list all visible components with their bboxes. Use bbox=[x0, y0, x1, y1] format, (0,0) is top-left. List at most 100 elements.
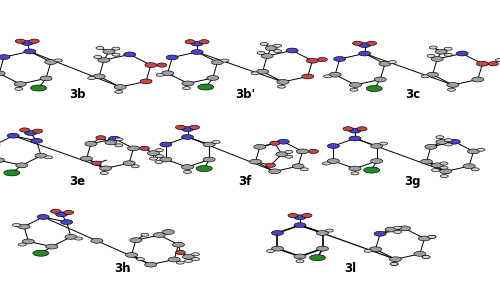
Ellipse shape bbox=[85, 141, 97, 146]
Ellipse shape bbox=[472, 168, 480, 171]
Ellipse shape bbox=[162, 230, 174, 234]
Text: 3h: 3h bbox=[114, 262, 131, 275]
Ellipse shape bbox=[94, 55, 102, 58]
Ellipse shape bbox=[266, 250, 274, 253]
Ellipse shape bbox=[157, 63, 167, 67]
Ellipse shape bbox=[463, 164, 475, 169]
Ellipse shape bbox=[126, 253, 138, 257]
Ellipse shape bbox=[296, 260, 304, 263]
Ellipse shape bbox=[316, 246, 328, 251]
Ellipse shape bbox=[140, 146, 149, 150]
Ellipse shape bbox=[316, 231, 328, 235]
Ellipse shape bbox=[12, 223, 20, 226]
Ellipse shape bbox=[270, 141, 280, 145]
Ellipse shape bbox=[18, 224, 30, 229]
Ellipse shape bbox=[374, 231, 386, 236]
Ellipse shape bbox=[100, 172, 108, 175]
Ellipse shape bbox=[318, 57, 328, 62]
Ellipse shape bbox=[14, 82, 26, 86]
Ellipse shape bbox=[112, 53, 120, 56]
Ellipse shape bbox=[60, 220, 72, 225]
Ellipse shape bbox=[207, 76, 219, 80]
Ellipse shape bbox=[44, 156, 52, 159]
Ellipse shape bbox=[432, 169, 440, 172]
Ellipse shape bbox=[4, 170, 20, 176]
Ellipse shape bbox=[91, 238, 103, 243]
Ellipse shape bbox=[132, 165, 140, 168]
Ellipse shape bbox=[370, 159, 382, 163]
Ellipse shape bbox=[286, 48, 298, 53]
Ellipse shape bbox=[440, 162, 448, 165]
Ellipse shape bbox=[306, 58, 318, 63]
Ellipse shape bbox=[420, 159, 432, 164]
Ellipse shape bbox=[308, 149, 318, 154]
Ellipse shape bbox=[16, 163, 28, 168]
Ellipse shape bbox=[328, 144, 340, 148]
Ellipse shape bbox=[357, 127, 367, 131]
Ellipse shape bbox=[37, 215, 49, 219]
Ellipse shape bbox=[199, 40, 209, 44]
Ellipse shape bbox=[182, 135, 194, 139]
Ellipse shape bbox=[203, 157, 215, 162]
Ellipse shape bbox=[33, 250, 49, 256]
Ellipse shape bbox=[428, 235, 436, 238]
Ellipse shape bbox=[324, 75, 332, 78]
Text: 3b': 3b' bbox=[235, 88, 255, 101]
Ellipse shape bbox=[22, 41, 34, 45]
Ellipse shape bbox=[185, 40, 195, 44]
Ellipse shape bbox=[426, 72, 438, 77]
Ellipse shape bbox=[93, 74, 105, 79]
Ellipse shape bbox=[380, 142, 388, 145]
Ellipse shape bbox=[350, 82, 362, 87]
Ellipse shape bbox=[349, 128, 361, 133]
Ellipse shape bbox=[444, 53, 452, 56]
Ellipse shape bbox=[24, 131, 36, 135]
Ellipse shape bbox=[190, 125, 200, 129]
Ellipse shape bbox=[431, 57, 443, 61]
Ellipse shape bbox=[96, 47, 104, 50]
Ellipse shape bbox=[428, 235, 436, 238]
Ellipse shape bbox=[123, 161, 135, 166]
Ellipse shape bbox=[40, 76, 52, 81]
Ellipse shape bbox=[141, 233, 149, 236]
Text: 3b: 3b bbox=[69, 88, 86, 101]
Ellipse shape bbox=[274, 50, 281, 53]
Ellipse shape bbox=[425, 144, 437, 149]
Ellipse shape bbox=[203, 142, 215, 147]
Ellipse shape bbox=[100, 166, 112, 171]
Ellipse shape bbox=[261, 54, 273, 58]
Ellipse shape bbox=[370, 144, 382, 148]
Ellipse shape bbox=[422, 256, 430, 259]
Ellipse shape bbox=[30, 85, 46, 91]
Ellipse shape bbox=[456, 51, 468, 56]
Ellipse shape bbox=[115, 144, 123, 147]
Ellipse shape bbox=[364, 167, 380, 173]
Ellipse shape bbox=[112, 47, 120, 50]
Ellipse shape bbox=[144, 262, 156, 267]
Ellipse shape bbox=[421, 75, 429, 78]
Ellipse shape bbox=[272, 246, 283, 251]
Ellipse shape bbox=[278, 85, 285, 88]
Ellipse shape bbox=[182, 81, 194, 86]
Ellipse shape bbox=[7, 133, 19, 138]
Ellipse shape bbox=[310, 255, 326, 261]
Ellipse shape bbox=[266, 163, 276, 167]
Ellipse shape bbox=[128, 146, 140, 151]
Ellipse shape bbox=[394, 231, 402, 234]
Ellipse shape bbox=[302, 213, 312, 218]
Ellipse shape bbox=[250, 159, 262, 164]
Ellipse shape bbox=[192, 258, 200, 261]
Ellipse shape bbox=[418, 236, 430, 241]
Ellipse shape bbox=[46, 244, 58, 249]
Ellipse shape bbox=[256, 69, 268, 74]
Ellipse shape bbox=[432, 163, 444, 168]
Text: 3g: 3g bbox=[404, 175, 421, 188]
Ellipse shape bbox=[285, 155, 293, 158]
Ellipse shape bbox=[278, 139, 289, 144]
Ellipse shape bbox=[160, 157, 172, 162]
Ellipse shape bbox=[343, 127, 353, 131]
Ellipse shape bbox=[328, 159, 340, 163]
Ellipse shape bbox=[176, 250, 186, 255]
Ellipse shape bbox=[108, 136, 120, 141]
Ellipse shape bbox=[358, 43, 370, 48]
